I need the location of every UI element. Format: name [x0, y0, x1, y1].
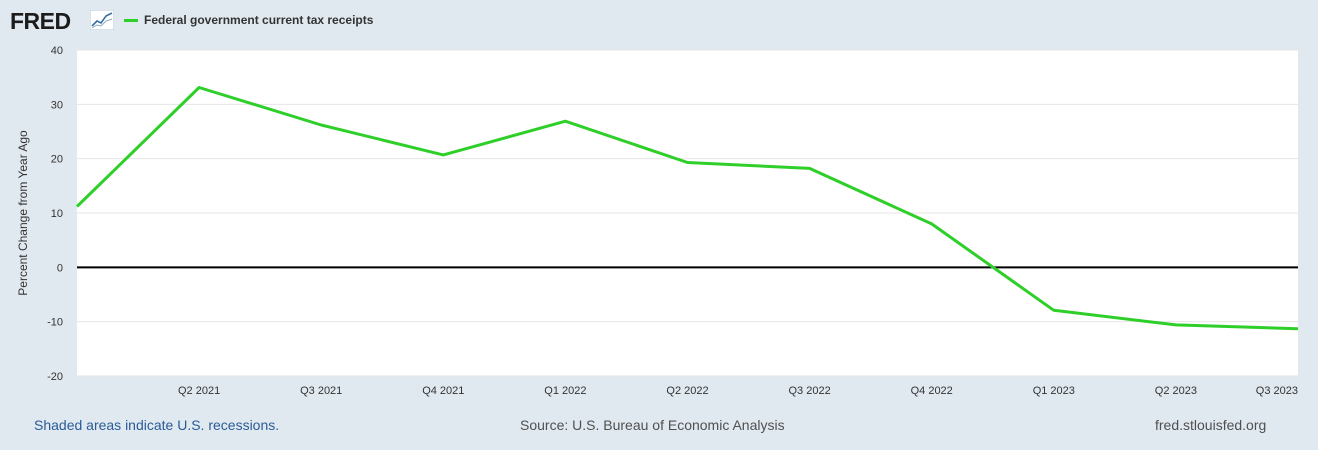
- x-tick-label: Q4 2022: [911, 385, 953, 397]
- x-tick-label: Q3 2021: [300, 385, 342, 397]
- y-axis-label: Percent Change from Year Ago: [16, 130, 30, 296]
- x-tick-label: Q2 2023: [1155, 385, 1197, 397]
- y-tick-label: 30: [51, 99, 63, 111]
- x-axis-ticks: Q2 2021 Q3 2021 Q4 2021 Q1 2022 Q2 2022 Q3 20…: [178, 385, 1298, 397]
- legend-swatch: [124, 18, 138, 22]
- gridlines: [77, 49, 1298, 377]
- site-url[interactable]: fred.stlouisfed.org: [1155, 417, 1267, 433]
- y-tick-label: 40: [51, 45, 63, 57]
- chart-legend: Federal government current tax receipts: [124, 12, 373, 28]
- source-note: Source: U.S. Bureau of Economic Analysis: [520, 417, 785, 433]
- y-tick-label: -10: [47, 317, 63, 329]
- y-tick-label: 0: [57, 262, 63, 274]
- x-tick-label: Q3 2022: [788, 385, 830, 397]
- x-tick-label: Q3 2023: [1256, 385, 1298, 397]
- legend-label: Federal government current tax receipts: [144, 13, 374, 27]
- line-chart: 40 30 20 10 0 -10 -20 Q2 2021 Q3 2021 Q4 2021 Q1 …: [16, 45, 1299, 397]
- x-tick-label: Q2 2021: [178, 385, 220, 397]
- y-tick-label: -20: [47, 371, 63, 383]
- recession-note-link[interactable]: Shaded areas indicate U.S. recessions.: [34, 417, 280, 433]
- x-tick-label: Q4 2021: [422, 385, 464, 397]
- y-axis-ticks: 40 30 20 10 0 -10 -20: [47, 45, 63, 383]
- series-line: [75, 86, 1299, 331]
- y-tick-label: 10: [51, 208, 63, 220]
- line-chart-icon: [90, 10, 114, 30]
- fred-logo[interactable]: FRED: [10, 8, 71, 34]
- chart-header: FRED Federal government current tax rece…: [0, 0, 1318, 40]
- x-tick-label: Q1 2023: [1033, 385, 1075, 397]
- x-tick-label: Q1 2022: [544, 385, 586, 397]
- x-tick-label: Q2 2022: [666, 385, 708, 397]
- y-tick-label: 20: [51, 154, 63, 166]
